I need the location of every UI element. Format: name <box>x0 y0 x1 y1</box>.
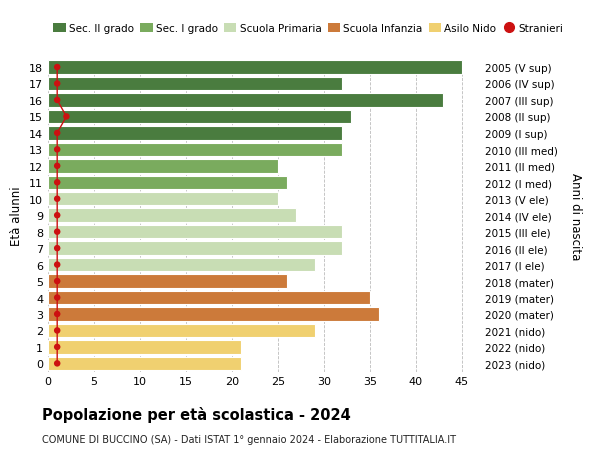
Bar <box>48 291 370 305</box>
Text: COMUNE DI BUCCINO (SA) - Dati ISTAT 1° gennaio 2024 - Elaborazione TUTTITALIA.IT: COMUNE DI BUCCINO (SA) - Dati ISTAT 1° g… <box>42 434 456 444</box>
Bar <box>48 61 461 75</box>
Point <box>52 245 62 252</box>
Point <box>52 196 62 203</box>
Bar <box>48 357 241 370</box>
Point <box>52 343 62 351</box>
Legend: Sec. II grado, Sec. I grado, Scuola Primaria, Scuola Infanzia, Asilo Nido, Stran: Sec. II grado, Sec. I grado, Scuola Prim… <box>53 24 563 34</box>
Point <box>52 360 62 367</box>
Point <box>52 327 62 335</box>
Bar <box>48 258 314 272</box>
Point <box>52 130 62 137</box>
Bar <box>48 160 278 173</box>
Bar <box>48 341 241 354</box>
Point <box>52 146 62 154</box>
Point <box>52 311 62 318</box>
Bar <box>48 176 287 190</box>
Bar <box>48 127 342 140</box>
Point <box>52 278 62 285</box>
Bar <box>48 274 287 288</box>
Point <box>52 229 62 236</box>
Point <box>62 113 71 121</box>
Bar <box>48 143 342 157</box>
Bar <box>48 308 379 321</box>
Point <box>52 163 62 170</box>
Bar <box>48 94 443 107</box>
Point <box>52 261 62 269</box>
Text: Popolazione per età scolastica - 2024: Popolazione per età scolastica - 2024 <box>42 406 351 422</box>
Bar <box>48 209 296 223</box>
Y-axis label: Anni di nascita: Anni di nascita <box>569 172 582 259</box>
Point <box>52 294 62 302</box>
Bar <box>48 78 342 91</box>
Bar <box>48 111 352 124</box>
Bar <box>48 193 278 206</box>
Point <box>52 97 62 104</box>
Point <box>52 64 62 72</box>
Bar <box>48 324 314 337</box>
Point <box>52 212 62 219</box>
Point <box>52 81 62 88</box>
Y-axis label: Età alunni: Età alunni <box>10 186 23 246</box>
Bar <box>48 242 342 255</box>
Bar <box>48 225 342 239</box>
Point <box>52 179 62 186</box>
